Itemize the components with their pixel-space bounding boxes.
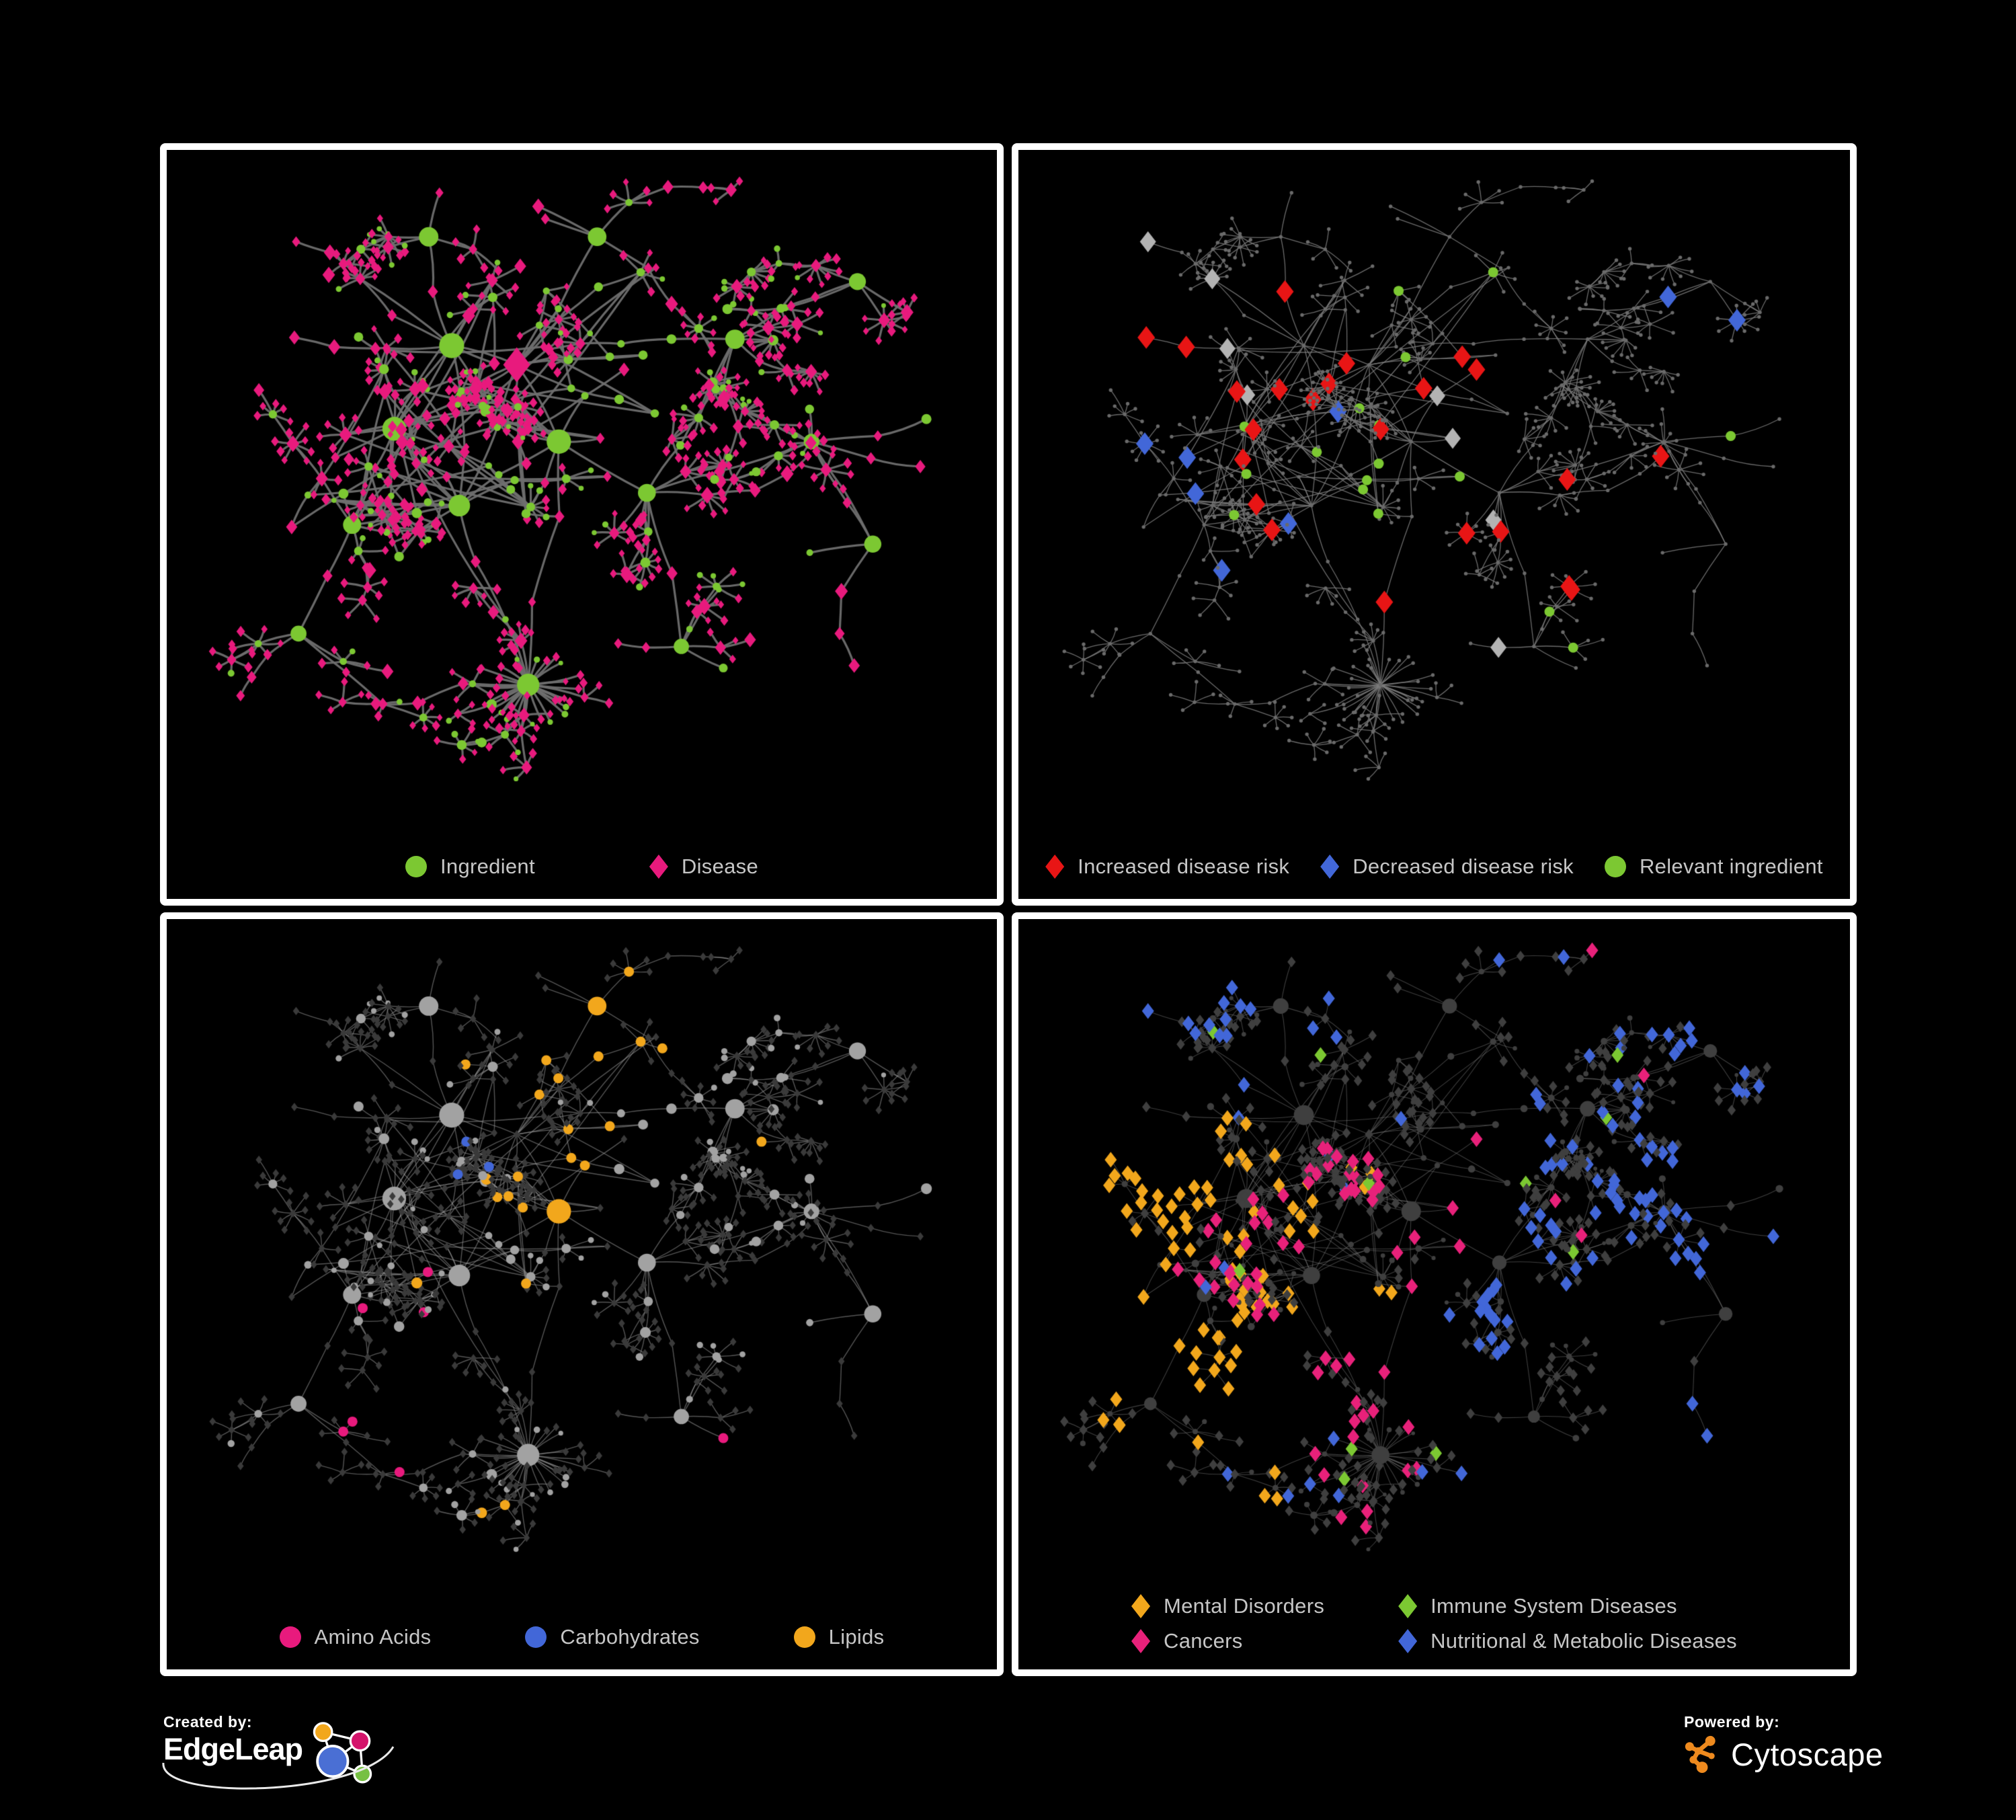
legend-label: Disease [681, 855, 758, 878]
legend-item: Increased disease risk [1045, 855, 1289, 879]
edgeleap-credit: Created by: EdgeLeap [162, 1713, 395, 1792]
decreased-risk-legend-icon [1320, 855, 1340, 879]
panel-ingredient-disease: Ingredient Disease [160, 143, 1004, 906]
legend-item: Immune System Diseases [1398, 1594, 1677, 1618]
immune-diseases-legend-icon [1398, 1594, 1418, 1618]
panel-disease-risk: Increased disease risk Decreased disease… [1012, 143, 1857, 906]
network-canvas-disease-classes [1018, 919, 1850, 1669]
legend-item: Nutritional & Metabolic Diseases [1398, 1629, 1737, 1653]
edgeleap-wordmark: EdgeLeap [163, 1732, 303, 1766]
legend-item: Carbohydrates [525, 1625, 699, 1649]
legend-item: Disease [649, 855, 758, 879]
legend-ingredient-disease: Ingredient Disease [167, 855, 997, 879]
cytoscape-logo-icon [1685, 1735, 1716, 1773]
legend-label: Ingredient [440, 855, 535, 878]
legend-label: Cancers [1164, 1629, 1243, 1653]
legend-label: Nutritional & Metabolic Diseases [1430, 1629, 1737, 1653]
legend-label: Immune System Diseases [1430, 1594, 1677, 1618]
ingredient-legend-icon [405, 856, 427, 877]
network-canvas-ingredient-disease [167, 150, 997, 899]
legend-item: Cancers [1131, 1629, 1243, 1653]
legend-label: Increased disease risk [1078, 855, 1290, 878]
legend-item: Relevant ingredient [1605, 855, 1823, 879]
legend-label: Amino Acids [314, 1625, 432, 1649]
legend-item: Amino Acids [279, 1625, 432, 1649]
network-canvas-disease-risk [1018, 150, 1850, 899]
network-canvas-nutrient-classes [167, 919, 997, 1669]
legend-label: Carbohydrates [560, 1625, 700, 1649]
legend-item: Ingredient [405, 855, 535, 879]
mental-disorders-legend-icon [1131, 1594, 1151, 1618]
increased-risk-legend-icon [1045, 855, 1065, 879]
edgeleap-logo-icon [313, 1722, 372, 1784]
legend-label: Decreased disease risk [1353, 855, 1574, 878]
disease-legend-icon [649, 855, 668, 879]
legend-nutrient-classes: Amino Acids Carbohydrates Lipids [167, 1625, 997, 1649]
legend-item: Mental Disorders [1131, 1594, 1324, 1618]
carbohydrates-legend-icon [525, 1626, 547, 1648]
legend-item: Decreased disease risk [1320, 855, 1574, 879]
powered-by-label: Powered by: [1684, 1713, 1780, 1731]
legend-label: Lipids [828, 1625, 885, 1649]
panel-disease-classes: Mental Disorders Immune System Diseases … [1012, 912, 1857, 1676]
legend-item: Lipids [793, 1625, 885, 1649]
panel-nutrient-classes: Amino Acids Carbohydrates Lipids [160, 912, 1004, 1676]
legend-label: Mental Disorders [1164, 1594, 1325, 1618]
lipids-legend-icon [793, 1626, 815, 1648]
nutritional-metabolic-legend-icon [1398, 1629, 1418, 1653]
legend-disease-classes: Mental Disorders Immune System Diseases … [1018, 1594, 1850, 1653]
created-by-label: Created by: [163, 1713, 253, 1731]
amino-acids-legend-icon [279, 1626, 301, 1648]
relevant-ingredient-legend-icon [1605, 856, 1626, 877]
legend-label: Relevant ingredient [1640, 855, 1823, 878]
legend-disease-risk: Increased disease risk Decreased disease… [1018, 855, 1850, 879]
cytoscape-credit: Powered by: Cytosc [1684, 1713, 1884, 1774]
cytoscape-wordmark: Cytoscape [1731, 1736, 1884, 1772]
cancers-legend-icon [1131, 1629, 1151, 1653]
